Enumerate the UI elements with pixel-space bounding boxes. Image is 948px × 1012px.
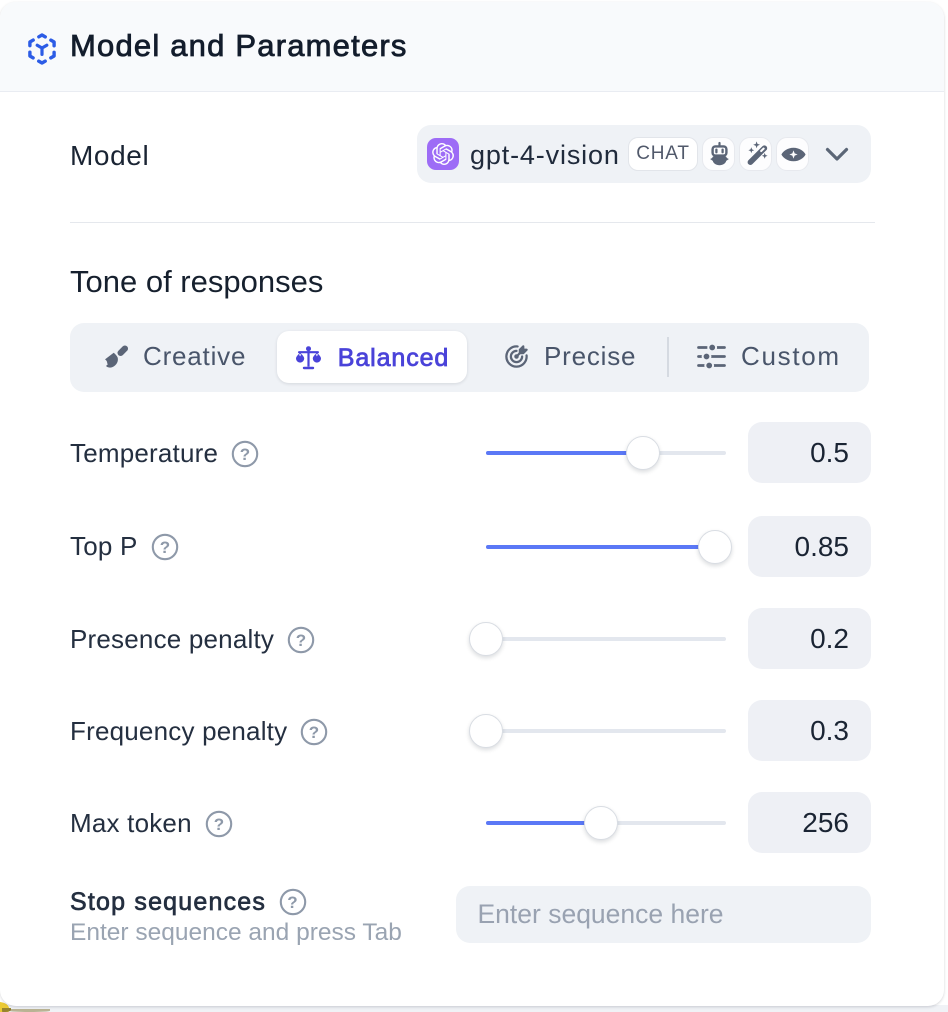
svg-text:?: ? xyxy=(159,538,170,557)
svg-text:?: ? xyxy=(296,631,307,650)
svg-text:?: ? xyxy=(309,723,320,742)
svg-text:?: ? xyxy=(213,815,224,834)
svg-text:?: ? xyxy=(287,893,299,912)
svg-text:?: ? xyxy=(240,445,251,464)
